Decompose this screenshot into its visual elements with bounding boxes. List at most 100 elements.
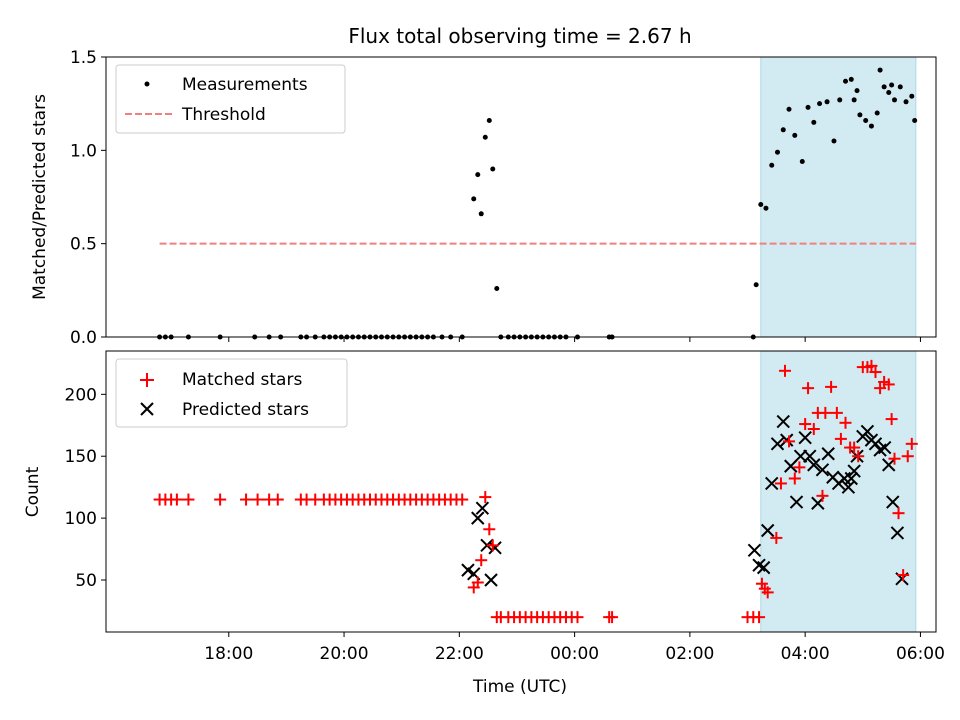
legend-predicted-label: Predicted stars — [182, 400, 309, 420]
measurement-point — [877, 67, 883, 73]
measurement-point — [753, 282, 759, 288]
bottom-y-ticks: 50 100 150 200 — [65, 385, 106, 591]
matched-star-point — [761, 586, 774, 599]
measurement-point — [758, 201, 764, 207]
predicted-star-point — [847, 464, 861, 478]
matched-star-point — [788, 472, 801, 485]
matched-star-point — [830, 406, 843, 419]
top-y-axis-label: Matched/Predicted stars — [30, 94, 50, 300]
matched-star-point — [486, 539, 499, 552]
bottom-y-tick-label: 50 — [75, 571, 97, 591]
matched-star-point — [802, 382, 815, 395]
matched-star-point — [471, 576, 484, 589]
matched-star-point — [834, 432, 847, 445]
matched-points — [153, 359, 918, 624]
measurement-point — [909, 93, 915, 99]
predicted-star-point — [877, 440, 892, 455]
measurement-points — [157, 67, 918, 340]
measurement-point — [486, 117, 492, 123]
matched-star-point — [882, 378, 895, 391]
bottom-axes-frame — [105, 350, 937, 633]
predicted-star-point — [780, 433, 794, 447]
measurement-point — [805, 104, 811, 110]
matched-star-point — [885, 413, 898, 426]
measurement-point — [774, 149, 780, 155]
matched-star-point — [865, 359, 878, 372]
measurement-point — [478, 211, 484, 217]
measurement-point — [837, 97, 843, 103]
measurement-point — [903, 99, 909, 105]
x-tick-label: 06:00 — [896, 644, 945, 664]
predicted-star-point — [886, 495, 900, 509]
predicted-star-point — [760, 523, 775, 538]
top-legend: Measurements Threshold — [115, 64, 346, 134]
measurement-point — [769, 162, 775, 168]
legend-matched-marker — [140, 373, 154, 387]
matched-star-point — [839, 416, 852, 429]
x-axis-label: Time (UTC) — [472, 677, 567, 697]
bottom-legend-box — [115, 358, 348, 428]
matched-star-point — [869, 366, 882, 379]
predicted-star-point — [765, 476, 779, 491]
chart-title: Flux total observing time = 2.67 h — [348, 24, 691, 48]
predicted-star-point — [807, 458, 821, 472]
matched-star-point — [753, 611, 766, 624]
predicted-star-point — [890, 526, 905, 540]
predicted-star-point — [798, 430, 812, 445]
predicted-star-point — [747, 543, 762, 558]
measurement-point — [490, 166, 496, 172]
top-highlight-span — [760, 56, 917, 338]
matched-star-point — [897, 569, 910, 582]
measurement-point — [763, 205, 769, 211]
matched-star-point — [251, 493, 264, 506]
top-axes-frame — [105, 56, 937, 338]
predicted-star-point — [488, 541, 502, 555]
predicted-star-point — [821, 447, 835, 461]
predicted-star-point — [868, 437, 883, 451]
matched-star-point — [888, 452, 901, 465]
top-panel: 0.0 0.5 1.0 1.5 Matched/Predicted stars Mea… — [30, 48, 937, 348]
predicted-star-point — [815, 463, 830, 477]
measurement-point — [874, 110, 880, 116]
measurement-point — [857, 112, 863, 118]
top-y-tick-label: 1.5 — [70, 48, 97, 68]
predicted-star-point — [770, 437, 785, 451]
matched-star-point — [819, 406, 832, 419]
top-y-ticks: 0.0 0.5 1.0 1.5 — [70, 48, 106, 348]
measurement-point — [892, 97, 897, 103]
bottom-y-tick-label: 100 — [65, 509, 97, 529]
measurement-point — [868, 123, 874, 129]
matched-star-point — [571, 611, 584, 624]
predicted-star-point — [803, 449, 817, 463]
matched-star-point — [848, 441, 861, 454]
matched-star-point — [214, 493, 227, 506]
matched-star-point — [606, 611, 619, 624]
matched-star-point — [475, 554, 488, 567]
measurement-point — [475, 172, 481, 178]
matched-star-point — [774, 477, 787, 490]
matched-star-point — [479, 491, 492, 504]
predicted-star-point — [882, 458, 896, 472]
measurement-point — [786, 106, 792, 112]
predicted-star-point — [475, 501, 490, 515]
matched-star-point — [901, 450, 914, 463]
bottom-y-tick-label: 200 — [65, 385, 97, 405]
legend-measurements-label: Measurements — [182, 75, 308, 95]
matched-star-point — [892, 507, 905, 520]
matched-star-point — [182, 493, 195, 506]
predicted-star-point — [484, 573, 498, 587]
bottom-y-tick-label: 150 — [65, 447, 97, 467]
bottom-x-ticks: 18:00 20:00 22:00 00:00 02:00 04:00 06:00 — [204, 632, 945, 664]
measurement-point — [881, 84, 887, 90]
matched-star-point — [778, 364, 791, 377]
measurement-point — [471, 196, 477, 202]
legend-threshold-label: Threshold — [181, 105, 266, 125]
top-legend-box — [115, 64, 346, 134]
predicted-star-point — [841, 480, 856, 494]
measurement-point — [897, 84, 903, 90]
measurement-point — [494, 285, 500, 291]
matched-star-point — [799, 418, 812, 431]
x-tick-label: 02:00 — [665, 644, 714, 664]
matched-star-point — [807, 422, 820, 435]
